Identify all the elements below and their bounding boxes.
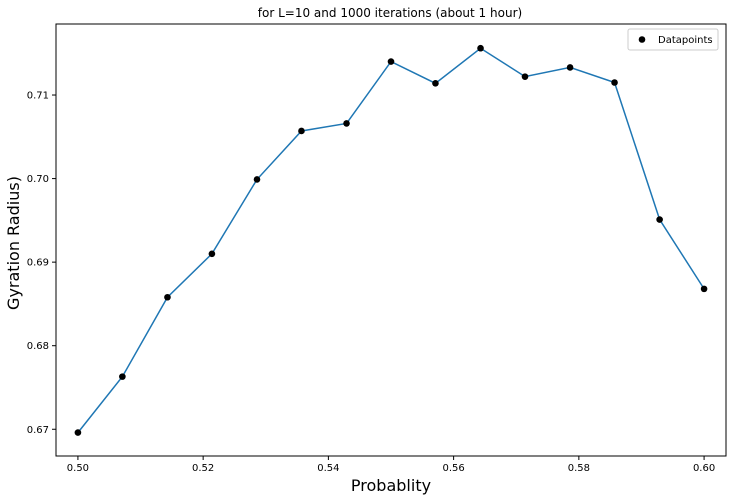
data-point — [298, 127, 305, 135]
data-point — [477, 44, 484, 52]
x-tick-label: 0.52 — [192, 463, 214, 474]
axes-frame — [55, 23, 727, 457]
series-line — [77, 47, 705, 434]
data-point — [343, 120, 350, 127]
data-point — [521, 73, 529, 80]
y-tick-label: 0.68 — [27, 341, 49, 352]
data-point — [700, 285, 708, 293]
x-axis-label: Probablity — [351, 476, 431, 495]
data-point — [164, 293, 171, 301]
data-point — [432, 80, 439, 87]
data-point — [119, 373, 126, 380]
legend-box — [627, 28, 719, 51]
data-point — [253, 176, 261, 183]
data-point — [566, 64, 574, 71]
axes: 0.50 0.52 0.54 0.56 0.58 0.60 0.67 0.68 0.69 0.70… — [27, 23, 727, 474]
data-point — [656, 216, 663, 223]
legend-marker — [638, 36, 646, 43]
x-tick-label: 0.50 — [67, 463, 89, 474]
legend-label: Datapoints — [658, 35, 713, 46]
x-tick-label: 0.56 — [442, 463, 464, 474]
data-point — [74, 429, 82, 436]
chart-title: for L=10 and 1000 iterations (about 1 ho… — [258, 6, 522, 20]
x-tick-label: 0.58 — [568, 463, 590, 474]
data-point — [208, 250, 216, 258]
y-tick-label: 0.71 — [27, 91, 49, 102]
data-point — [611, 79, 618, 86]
x-tick-label: 0.60 — [693, 463, 715, 474]
y-tick-label: 0.70 — [27, 174, 49, 185]
y-axis-label: Gyration Radius) — [4, 176, 23, 310]
legend: Datapoints — [627, 28, 719, 51]
data-point — [387, 58, 395, 65]
y-tick-label: 0.69 — [27, 258, 49, 269]
x-tick-label: 0.54 — [317, 463, 339, 474]
plot-area — [74, 44, 708, 436]
y-tick-label: 0.67 — [27, 425, 49, 436]
